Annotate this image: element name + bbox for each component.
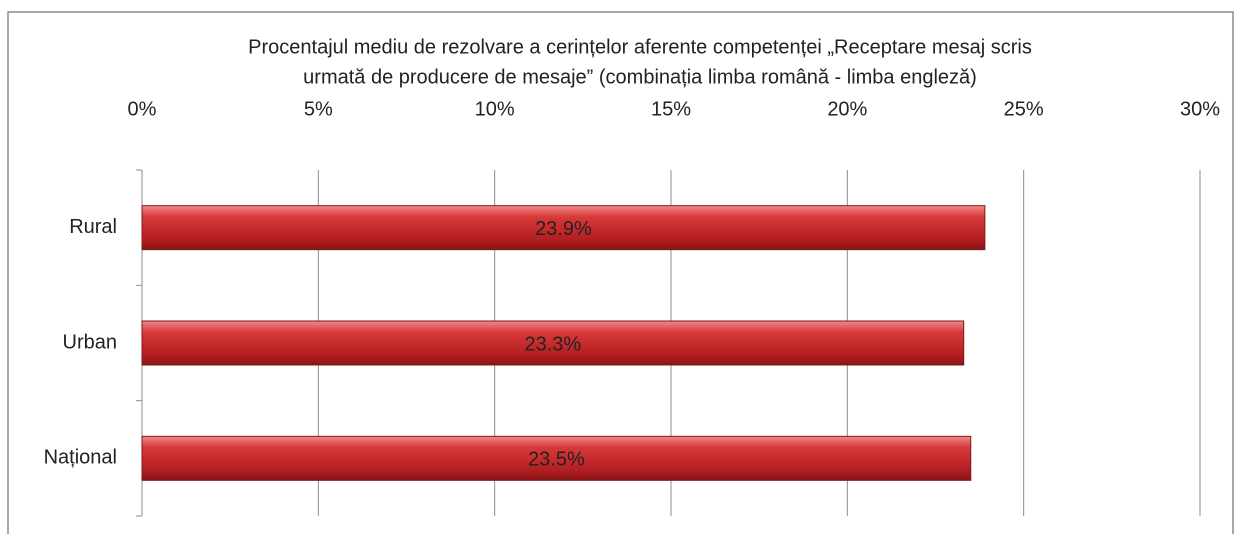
x-tick-label: 10%: [475, 98, 515, 120]
x-tick-label: 0%: [128, 98, 157, 120]
title-line: urmată de producere de mesaje” (combinaț…: [303, 66, 977, 88]
x-tick-label: 25%: [1004, 98, 1044, 120]
data-label: 23.3%: [524, 333, 581, 355]
x-tick-label: 20%: [827, 98, 867, 120]
x-tick-label: 30%: [1180, 98, 1220, 120]
x-tick-label: 5%: [304, 98, 333, 120]
data-label: 23.9%: [535, 218, 592, 240]
chart-title: Procentajul mediu de rezolvare a cerințe…: [248, 36, 1032, 88]
y-tick-label: Rural: [69, 216, 117, 238]
chart-border: [7, 11, 1234, 534]
y-tick-label: Urban: [63, 331, 117, 353]
bar: [141, 205, 986, 251]
bar: [141, 435, 972, 481]
data-label: 23.5%: [528, 449, 585, 471]
y-tick-label: Național: [44, 447, 117, 469]
x-tick-label: 15%: [651, 98, 691, 120]
bar: [141, 320, 965, 366]
title-line: Procentajul mediu de rezolvare a cerințe…: [248, 36, 1032, 58]
